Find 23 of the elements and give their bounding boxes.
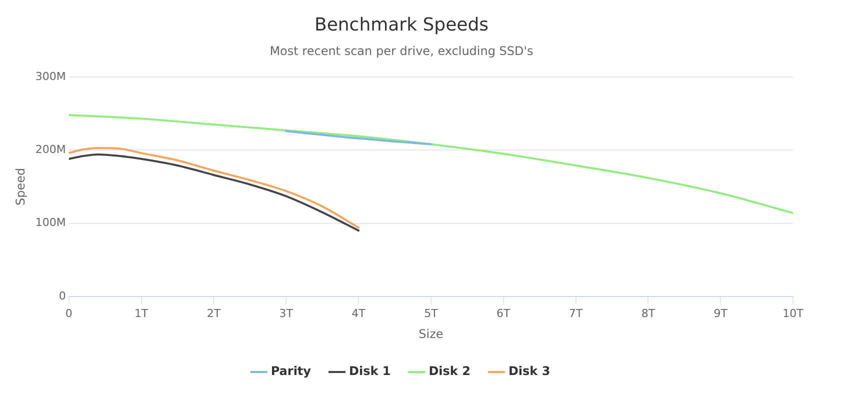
x-tick-label: 4T (352, 306, 366, 320)
x-tick-label: 7T (568, 306, 583, 320)
x-axis-title: Size (418, 326, 444, 341)
x-tick-label: 6T (496, 306, 510, 320)
x-tick-label: 8T (641, 306, 656, 320)
x-tick-label: 2T (206, 306, 221, 320)
chart-subtitle: Most recent scan per drive, excluding SSD's (270, 44, 534, 58)
x-tick-label: 10T (782, 306, 804, 320)
x-tick-label: 1T (134, 306, 148, 320)
x-tick-label: 5T (424, 306, 438, 320)
y-axis-title: Speed (13, 168, 28, 206)
y-tick-label: 200M (35, 142, 66, 156)
y-tick-label: 0 (58, 289, 66, 302)
y-tick-label: 100M (35, 216, 66, 230)
legend-label: Disk 2 (428, 364, 470, 378)
x-tick-label: 9T (714, 306, 728, 320)
chart-title: Benchmark Speeds (314, 14, 489, 36)
legend-label: Parity (270, 364, 312, 378)
x-tick-label: 3T (279, 306, 294, 320)
legend-label: Disk 1 (348, 364, 391, 378)
y-tick-label: 300M (35, 70, 66, 83)
legend-label: Disk 3 (508, 364, 550, 378)
line-series (68, 114, 793, 214)
